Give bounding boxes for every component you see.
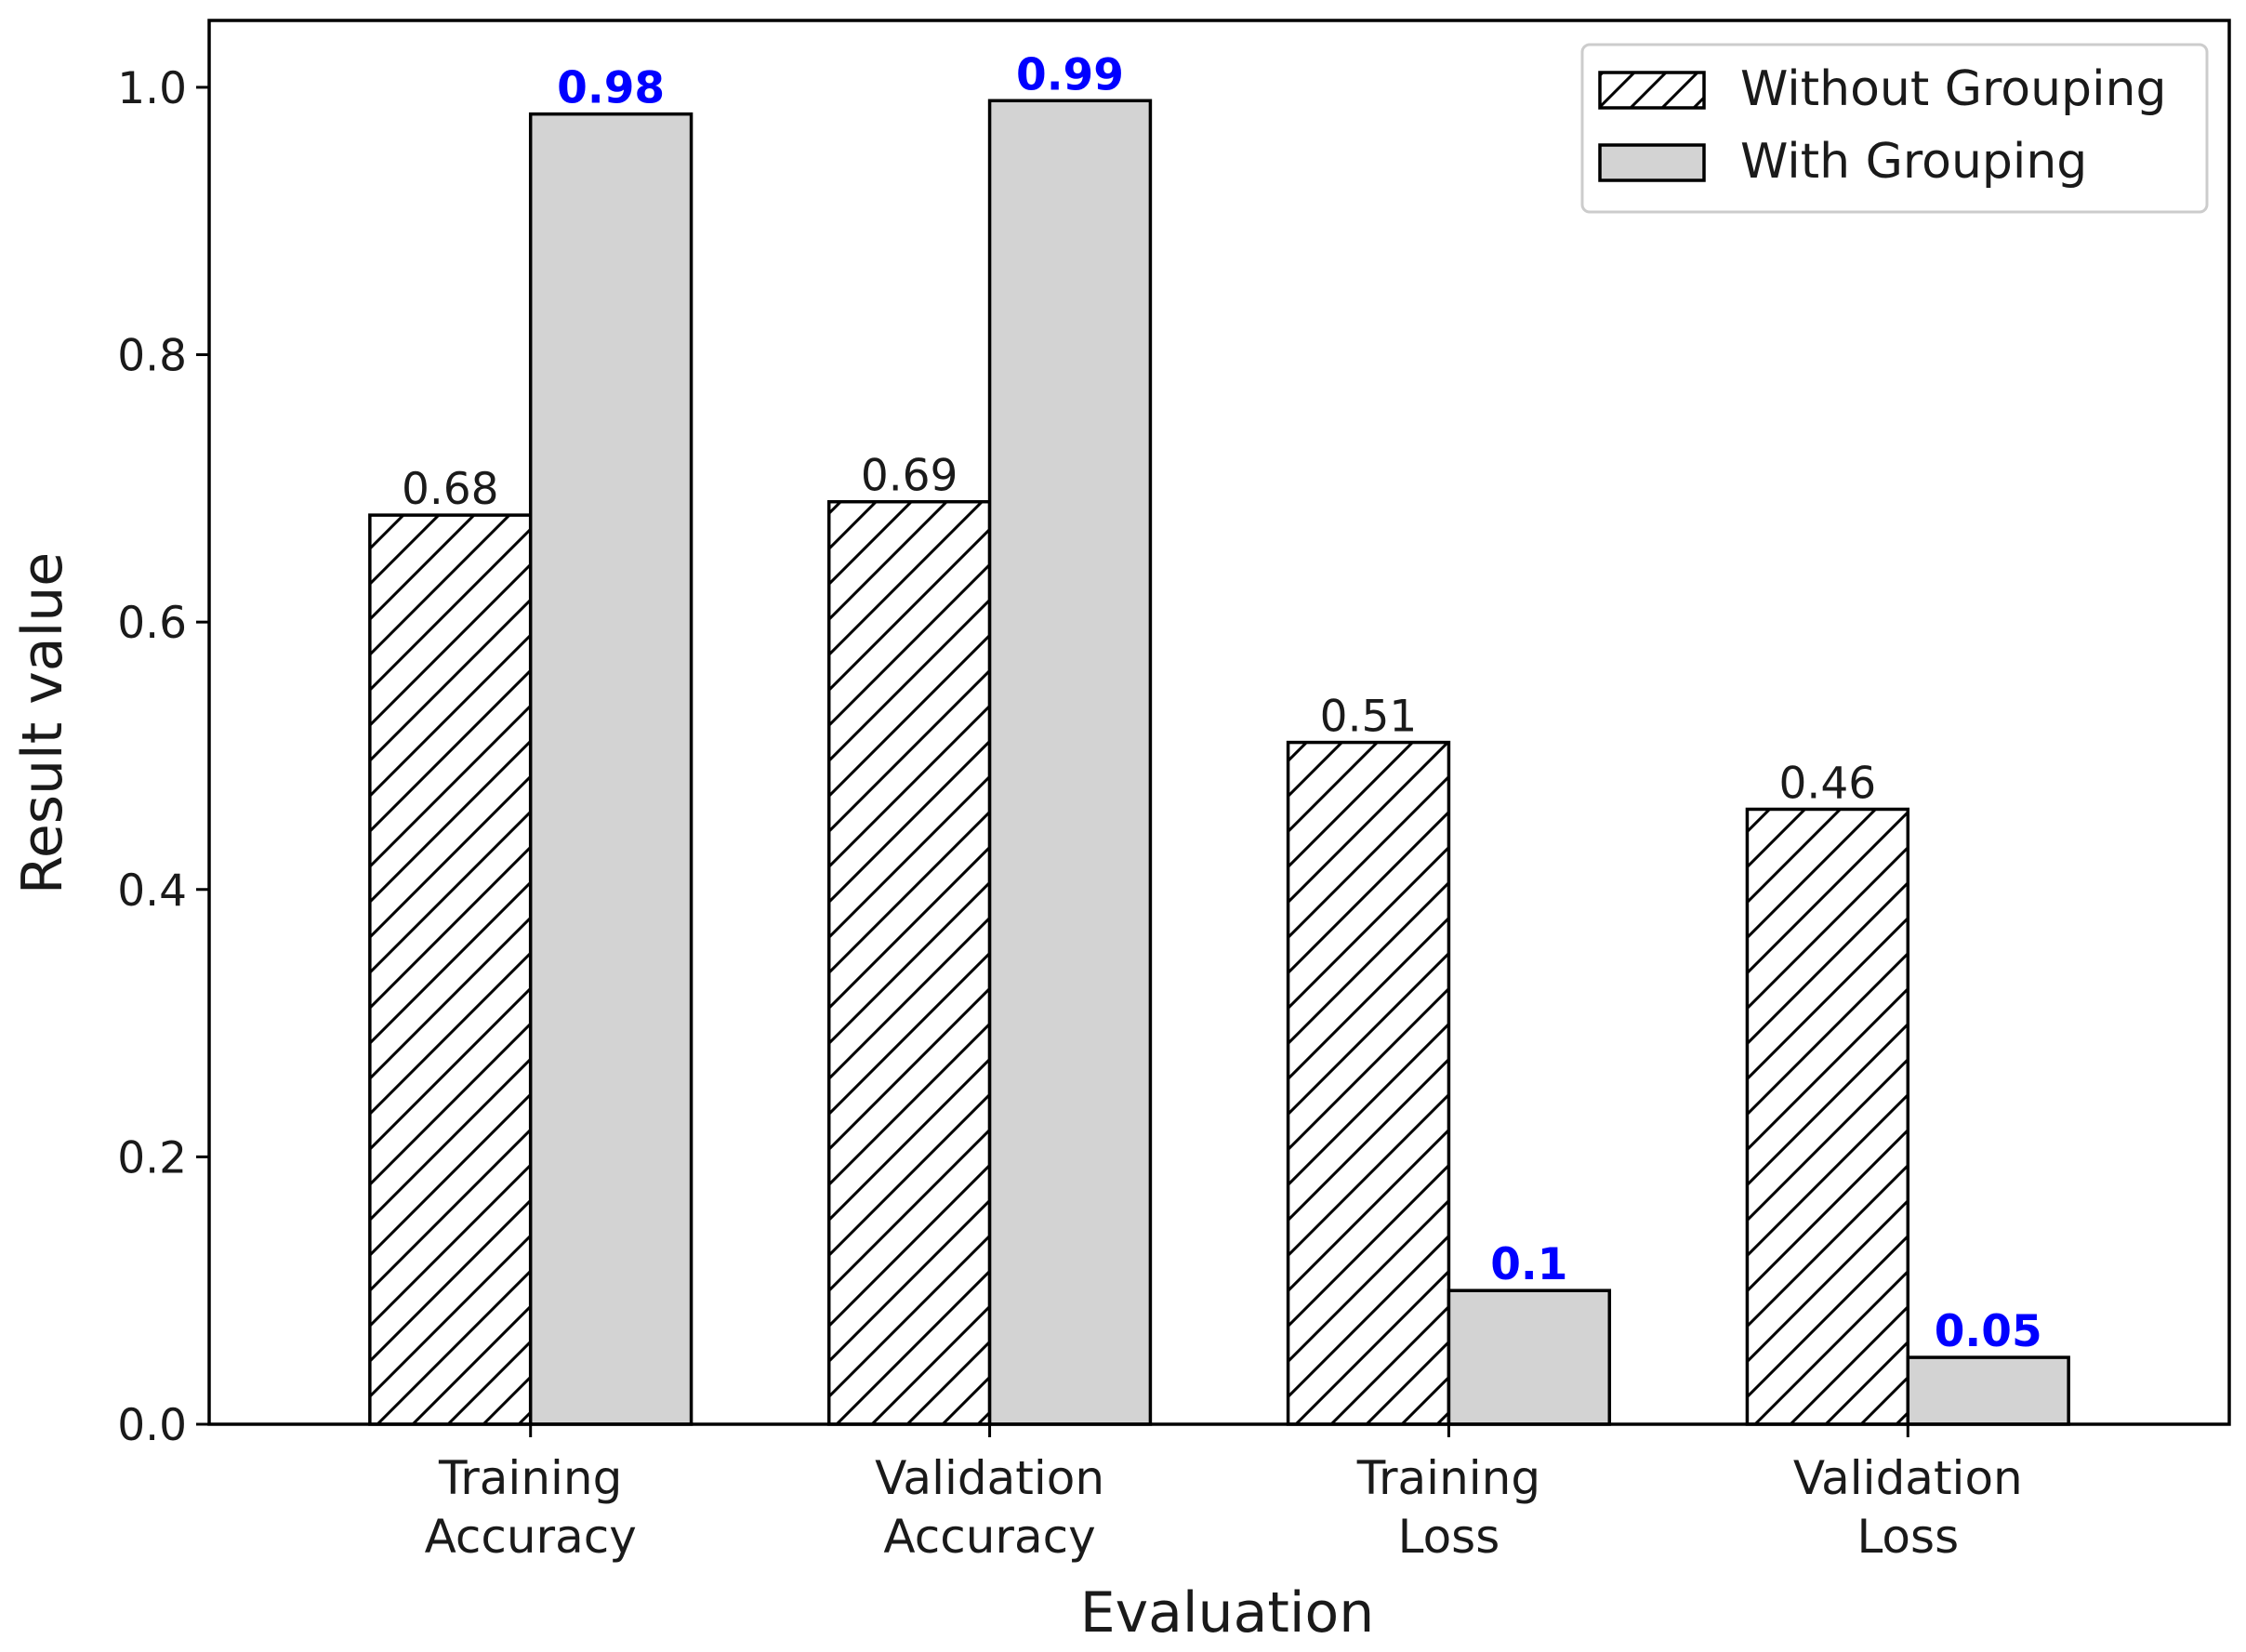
value-label-series2-cat3: 0.1 xyxy=(1490,1239,1567,1290)
legend: Without Grouping With Grouping xyxy=(1580,43,2209,214)
legend-swatch-series1 xyxy=(1598,71,1706,110)
plot-frame xyxy=(207,19,2231,1426)
bar-series2-cat2 xyxy=(987,99,1153,1426)
bars-layer xyxy=(368,99,2070,1426)
y-tick-label: 0.8 xyxy=(117,331,187,382)
x-tick-label: Accuracy xyxy=(425,1510,637,1564)
legend-label-series2: With Grouping xyxy=(1740,134,2087,190)
value-label-series1-cat4: 0.46 xyxy=(1779,758,1877,809)
legend-swatch-series2 xyxy=(1598,143,1706,182)
x-tick-label: Validation xyxy=(875,1451,1104,1505)
bar-series1-cat2 xyxy=(826,499,992,1426)
y-tick-label: 0.2 xyxy=(117,1132,187,1183)
bar-series1-cat3 xyxy=(1286,740,1451,1426)
x-axis-title: Evaluation xyxy=(1080,1580,1375,1645)
value-label-series1-cat3: 0.51 xyxy=(1320,692,1418,743)
y-tick-label: 0.6 xyxy=(117,598,187,649)
value-label-series2-cat4: 0.05 xyxy=(1935,1306,2042,1357)
x-tick-label: Training xyxy=(1356,1451,1540,1505)
legend-label-series1: Without Grouping xyxy=(1740,61,2166,117)
legend-box xyxy=(1580,43,2209,214)
value-label-series2-cat2: 0.99 xyxy=(1016,49,1124,100)
axes-layer: 0.00.20.40.60.81.0TrainingAccuracyValida… xyxy=(117,19,2231,1564)
bar-series1-cat1 xyxy=(368,513,533,1426)
value-label-series1-cat1: 0.68 xyxy=(402,464,499,515)
bar-series2-cat1 xyxy=(528,112,694,1426)
value-labels-layer: 0.68 0.69 0.51 0.46 0.98 0.99 0.1 0.05 xyxy=(402,49,2042,1357)
x-tick-label: Loss xyxy=(1398,1510,1500,1564)
x-tick-label: Accuracy xyxy=(883,1510,1095,1564)
bar-series2-cat3 xyxy=(1447,1289,1612,1426)
y-tick-label: 0.4 xyxy=(117,866,187,917)
y-tick-label: 1.0 xyxy=(117,63,187,114)
y-axis-title: Result value xyxy=(10,552,75,894)
value-label-series2-cat1: 0.98 xyxy=(557,63,665,114)
bar-series1-cat4 xyxy=(1745,807,1910,1426)
x-tick-label: Validation xyxy=(1793,1451,2023,1505)
bar-series2-cat4 xyxy=(1906,1355,2070,1426)
x-tick-label: Loss xyxy=(1856,1510,1959,1564)
y-tick-label: 0.0 xyxy=(117,1400,187,1451)
value-label-series1-cat2: 0.69 xyxy=(861,451,958,502)
x-tick-label: Training xyxy=(438,1451,622,1505)
